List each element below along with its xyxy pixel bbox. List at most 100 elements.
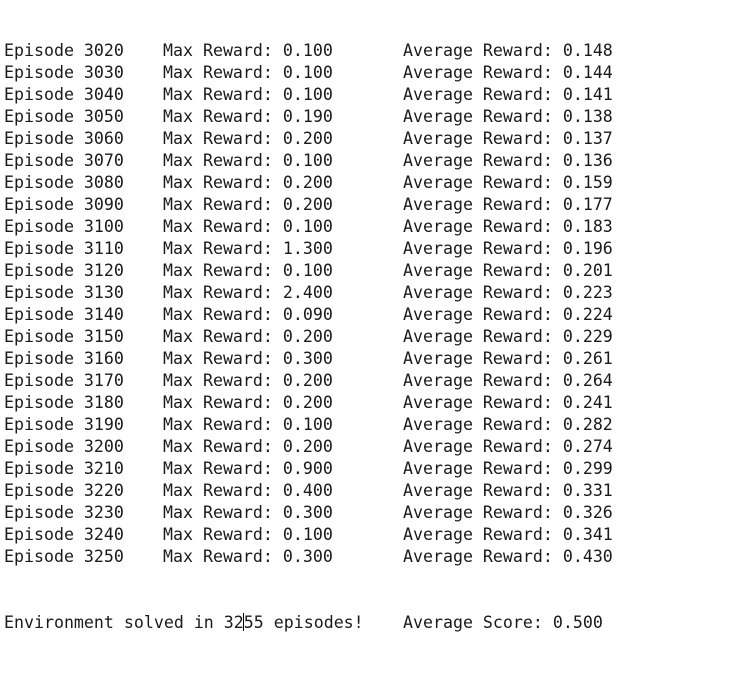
episode-label: Episode 3050 <box>4 107 124 126</box>
average-reward: Average Reward: 0.223 <box>403 283 613 302</box>
episode-label: Episode 3160 <box>4 349 124 368</box>
max-reward: Max Reward: 0.200 <box>163 129 333 148</box>
max-reward: Max Reward: 0.100 <box>163 217 333 236</box>
max-reward: Max Reward: 0.200 <box>163 437 333 456</box>
max-reward: Max Reward: 0.200 <box>163 393 333 412</box>
max-reward: Max Reward: 1.300 <box>163 239 333 258</box>
episode-label: Episode 3030 <box>4 63 124 82</box>
average-reward: Average Reward: 0.196 <box>403 239 613 258</box>
log-row: Episode 3240 Max Reward: 0.100 Average Rew… <box>4 524 734 546</box>
log-row: Episode 3090 Max Reward: 0.200 Average Rew… <box>4 194 734 216</box>
average-reward: Average Reward: 0.430 <box>403 547 613 566</box>
max-reward: Max Reward: 0.100 <box>163 261 333 280</box>
max-reward: Max Reward: 0.900 <box>163 459 333 478</box>
log-row: Episode 3030 Max Reward: 0.100 Average Rew… <box>4 62 734 84</box>
max-reward: Max Reward: 0.300 <box>163 503 333 522</box>
episode-label: Episode 3080 <box>4 173 124 192</box>
log-row: Episode 3230 Max Reward: 0.300 Average Rew… <box>4 502 734 524</box>
average-reward: Average Reward: 0.282 <box>403 415 613 434</box>
max-reward: Max Reward: 0.190 <box>163 107 333 126</box>
log-row: Episode 3020 Max Reward: 0.100 Average Rew… <box>4 40 734 62</box>
max-reward: Max Reward: 0.300 <box>163 547 333 566</box>
episode-label: Episode 3130 <box>4 283 124 302</box>
episode-label: Episode 3150 <box>4 327 124 346</box>
max-reward: Max Reward: 0.400 <box>163 481 333 500</box>
episode-label: Episode 3210 <box>4 459 124 478</box>
episode-label: Episode 3040 <box>4 85 124 104</box>
average-reward: Average Reward: 0.299 <box>403 459 613 478</box>
max-reward: Max Reward: 0.200 <box>163 371 333 390</box>
max-reward: Max Reward: 0.100 <box>163 525 333 544</box>
max-reward: Max Reward: 0.200 <box>163 173 333 192</box>
episode-label: Episode 3120 <box>4 261 124 280</box>
log-row: Episode 3080 Max Reward: 0.200 Average Rew… <box>4 172 734 194</box>
log-row: Episode 3050 Max Reward: 0.190 Average Rew… <box>4 106 734 128</box>
average-reward: Average Reward: 0.159 <box>403 173 613 192</box>
max-reward: Max Reward: 0.300 <box>163 349 333 368</box>
max-reward: Max Reward: 2.400 <box>163 283 333 302</box>
episode-label: Episode 3220 <box>4 481 124 500</box>
episode-label: Episode 3250 <box>4 547 124 566</box>
max-reward: Max Reward: 0.100 <box>163 63 333 82</box>
max-reward: Max Reward: 0.100 <box>163 415 333 434</box>
average-reward: Average Reward: 0.261 <box>403 349 613 368</box>
max-reward: Max Reward: 0.100 <box>163 41 333 60</box>
max-reward: Max Reward: 0.200 <box>163 195 333 214</box>
average-reward: Average Reward: 0.264 <box>403 371 613 390</box>
log-row: Episode 3140 Max Reward: 0.090 Average Rew… <box>4 304 734 326</box>
average-score: Average Score: 0.500 <box>403 613 603 632</box>
log-row: Episode 3070 Max Reward: 0.100 Average Rew… <box>4 150 734 172</box>
log-row: Episode 3120 Max Reward: 0.100 Average Rew… <box>4 260 734 282</box>
log-row: Episode 3100 Max Reward: 0.100 Average Rew… <box>4 216 734 238</box>
average-reward: Average Reward: 0.148 <box>403 41 613 60</box>
log-row: Episode 3180 Max Reward: 0.200 Average Rew… <box>4 392 734 414</box>
log-row: Episode 3210 Max Reward: 0.900 Average Rew… <box>4 458 734 480</box>
log-row: Episode 3160 Max Reward: 0.300 Average Rew… <box>4 348 734 370</box>
episode-label: Episode 3110 <box>4 239 124 258</box>
episode-label: Episode 3190 <box>4 415 124 434</box>
log-row: Episode 3110 Max Reward: 1.300 Average Rew… <box>4 238 734 260</box>
log-row: Episode 3190 Max Reward: 0.100 Average Rew… <box>4 414 734 436</box>
episode-label: Episode 3020 <box>4 41 124 60</box>
log-row: Episode 3130 Max Reward: 2.400 Average Rew… <box>4 282 734 304</box>
solved-suffix: 55 episodes! <box>243 613 364 632</box>
final-line: Environment solved in 3255 episodes! Ave… <box>4 612 734 634</box>
episode-label: Episode 3140 <box>4 305 124 324</box>
average-reward: Average Reward: 0.138 <box>403 107 613 126</box>
average-reward: Average Reward: 0.229 <box>403 327 613 346</box>
average-reward: Average Reward: 0.241 <box>403 393 613 412</box>
log-row: Episode 3200 Max Reward: 0.200 Average Rew… <box>4 436 734 458</box>
average-reward: Average Reward: 0.136 <box>403 151 613 170</box>
average-reward: Average Reward: 0.326 <box>403 503 613 522</box>
log-rows: Episode 3020 Max Reward: 0.100 Average Rew… <box>4 40 734 568</box>
solved-prefix: Environment solved in 32 <box>4 613 244 632</box>
average-reward: Average Reward: 0.341 <box>403 525 613 544</box>
average-reward: Average Reward: 0.224 <box>403 305 613 324</box>
episode-label: Episode 3240 <box>4 525 124 544</box>
max-reward: Max Reward: 0.100 <box>163 151 333 170</box>
episode-label: Episode 3070 <box>4 151 124 170</box>
episode-label: Episode 3180 <box>4 393 124 412</box>
episode-label: Episode 3060 <box>4 129 124 148</box>
average-reward: Average Reward: 0.141 <box>403 85 613 104</box>
console-output[interactable]: Episode 3020 Max Reward: 0.100 Average Rew… <box>4 0 734 656</box>
average-reward: Average Reward: 0.137 <box>403 129 613 148</box>
episode-label: Episode 3230 <box>4 503 124 522</box>
max-reward: Max Reward: 0.090 <box>163 305 333 324</box>
log-row: Episode 3250 Max Reward: 0.300 Average Rew… <box>4 546 734 568</box>
episode-label: Episode 3100 <box>4 217 124 236</box>
average-reward: Average Reward: 0.177 <box>403 195 613 214</box>
average-reward: Average Reward: 0.274 <box>403 437 613 456</box>
log-row: Episode 3040 Max Reward: 0.100 Average Rew… <box>4 84 734 106</box>
episode-label: Episode 3090 <box>4 195 124 214</box>
average-reward: Average Reward: 0.183 <box>403 217 613 236</box>
max-reward: Max Reward: 0.200 <box>163 327 333 346</box>
max-reward: Max Reward: 0.100 <box>163 85 333 104</box>
average-reward: Average Reward: 0.331 <box>403 481 613 500</box>
log-row: Episode 3170 Max Reward: 0.200 Average Rew… <box>4 370 734 392</box>
log-row: Episode 3150 Max Reward: 0.200 Average Rew… <box>4 326 734 348</box>
log-row: Episode 3060 Max Reward: 0.200 Average Rew… <box>4 128 734 150</box>
solved-message: Environment solved in 3255 episodes! <box>4 612 364 634</box>
log-row: Episode 3220 Max Reward: 0.400 Average Rew… <box>4 480 734 502</box>
average-reward: Average Reward: 0.144 <box>403 63 613 82</box>
